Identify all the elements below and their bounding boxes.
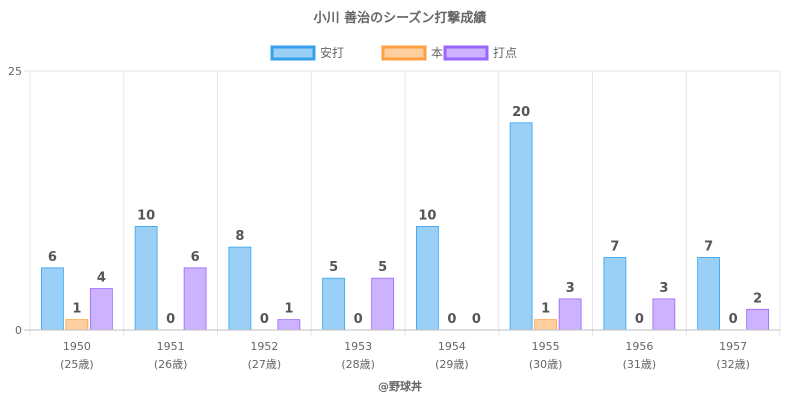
bar-1953-series-3[interactable]: [371, 277, 395, 331]
data-label: 10: [418, 208, 436, 223]
bar-1951-series-3[interactable]: [183, 267, 207, 331]
data-label: 0: [260, 312, 269, 327]
bar-1956-series-1[interactable]: [603, 257, 627, 331]
x-tick-sublabel: (27歳): [248, 358, 282, 371]
data-label: 2: [753, 291, 762, 306]
credit-text: @野球丼: [378, 379, 422, 393]
bar-1955-series-2[interactable]: [534, 319, 558, 331]
data-label: 3: [566, 281, 575, 296]
chart-axis: 0251950(25歳)1951(26歳)1952(27歳)1953(28歳)1…: [8, 65, 780, 371]
x-tick-sublabel: (29歳): [435, 358, 469, 371]
data-label: 0: [635, 312, 644, 327]
data-label: 0: [472, 312, 481, 327]
data-label: 5: [378, 260, 387, 275]
data-label: 0: [354, 312, 363, 327]
x-tick-sublabel: (25歳): [60, 358, 94, 371]
bar-1952-series-3[interactable]: [277, 319, 301, 331]
legend-swatch-1[interactable]: [270, 45, 316, 61]
data-label: 0: [166, 312, 175, 327]
x-tick-label: 1957: [719, 340, 747, 353]
legend-label-3[interactable]: 打点: [493, 46, 517, 60]
bar-1957-series-3[interactable]: [746, 308, 770, 331]
x-tick-sublabel: (28歳): [341, 358, 375, 371]
data-label: 1: [284, 302, 293, 317]
bar-1951-series-1[interactable]: [134, 225, 158, 331]
data-label: 5: [329, 260, 338, 275]
x-tick-sublabel: (31歳): [623, 358, 657, 371]
data-label: 1: [541, 302, 550, 317]
x-tick-label: 1950: [63, 340, 91, 353]
data-label: 8: [235, 229, 244, 244]
chart-legend: 安打本塁打打点: [270, 45, 517, 61]
bar-1955-series-3[interactable]: [558, 298, 582, 331]
x-tick-label: 1952: [250, 340, 278, 353]
bar-1952-series-1[interactable]: [228, 246, 252, 331]
chart-title: 小川 善治のシーズン打撃成績: [314, 10, 487, 26]
bar-1954-series-1[interactable]: [415, 225, 439, 331]
data-label: 1: [72, 302, 81, 317]
chart-bars: [40, 122, 770, 331]
bar-1950-series-2[interactable]: [65, 319, 89, 331]
bar-1950-series-1[interactable]: [40, 267, 64, 331]
data-label: 0: [729, 312, 738, 327]
legend-swatch-2[interactable]: [381, 45, 427, 61]
bar-1953-series-1[interactable]: [322, 277, 346, 331]
data-label: 7: [610, 239, 619, 254]
data-label: 0: [447, 312, 456, 327]
x-tick-label: 1955: [532, 340, 560, 353]
data-label: 3: [659, 281, 668, 296]
data-label: 6: [48, 250, 57, 265]
bar-1957-series-1[interactable]: [697, 257, 721, 331]
x-tick-label: 1951: [157, 340, 185, 353]
data-label: 6: [191, 250, 200, 265]
x-tick-sublabel: (30歳): [529, 358, 563, 371]
chart-grid: [24, 70, 781, 336]
data-label: 20: [512, 105, 530, 120]
x-tick-label: 1954: [438, 340, 466, 353]
legend-swatch-3[interactable]: [443, 45, 489, 61]
y-tick-label: 0: [15, 324, 22, 337]
y-tick-label: 25: [8, 65, 22, 78]
x-tick-label: 1956: [625, 340, 653, 353]
data-label: 10: [137, 208, 155, 223]
x-tick-sublabel: (32歳): [716, 358, 750, 371]
bar-1956-series-3[interactable]: [652, 298, 676, 331]
x-tick-sublabel: (26歳): [154, 358, 188, 371]
bar-1950-series-3[interactable]: [89, 288, 113, 331]
bar-1955-series-1[interactable]: [509, 122, 533, 331]
x-tick-label: 1953: [344, 340, 372, 353]
data-label: 4: [97, 271, 106, 286]
data-label: 7: [704, 239, 713, 254]
legend-label-1[interactable]: 安打: [320, 45, 344, 60]
